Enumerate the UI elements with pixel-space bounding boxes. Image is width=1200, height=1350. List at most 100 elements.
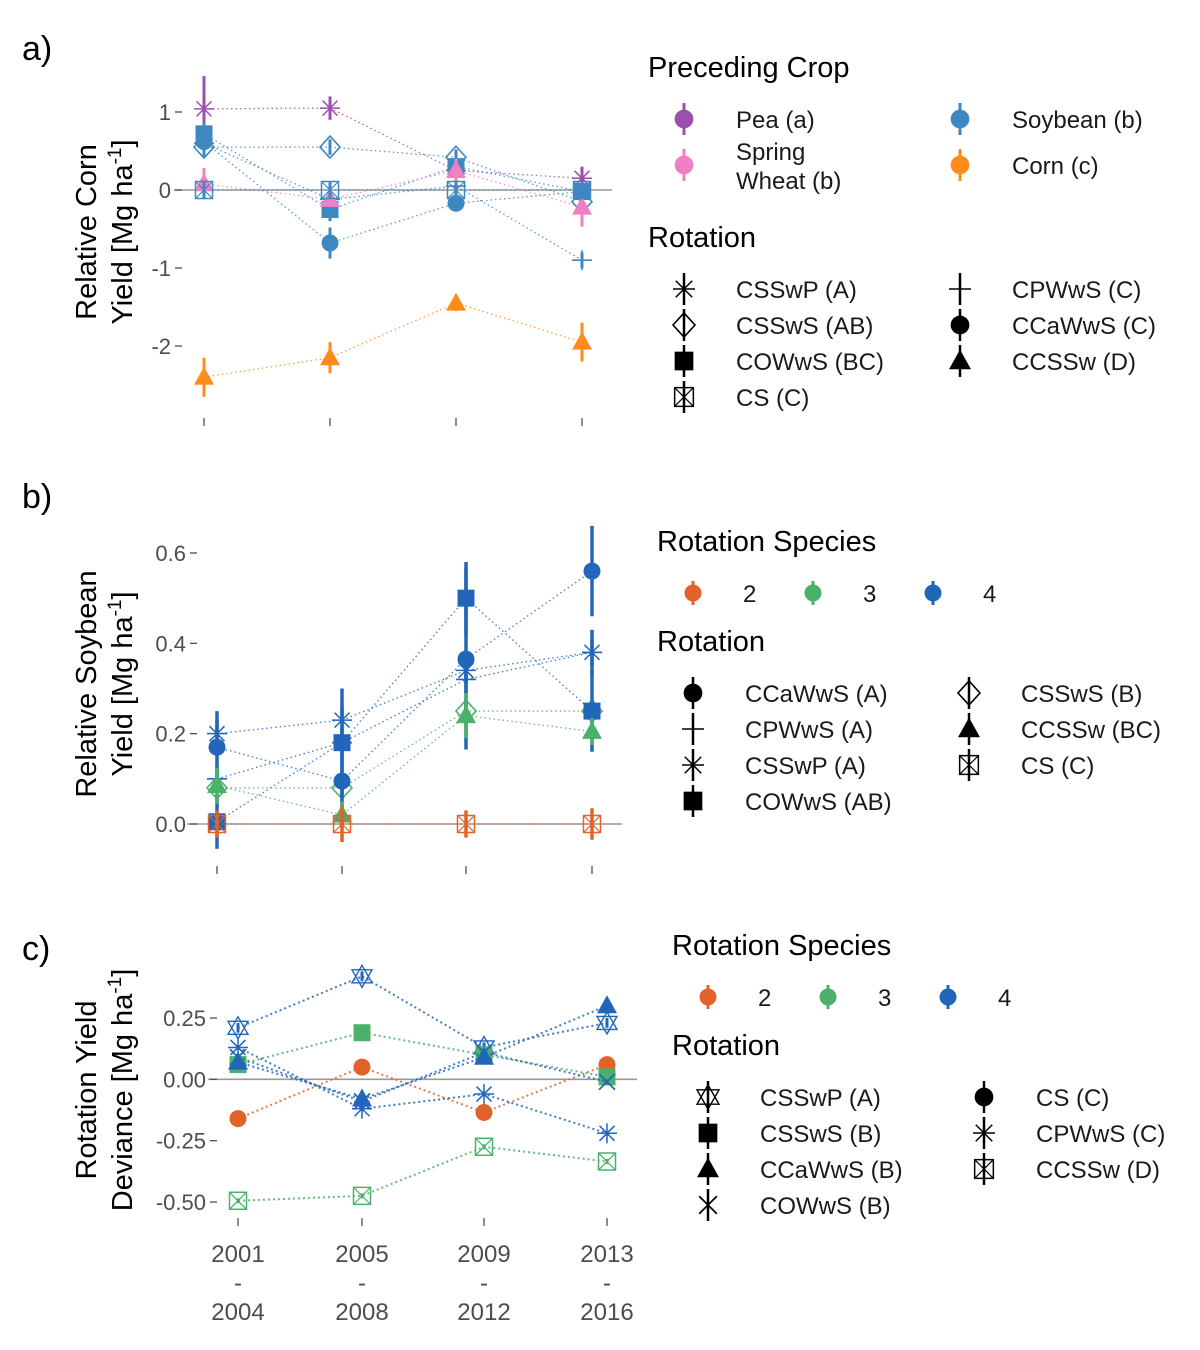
point-cs-box [456, 814, 476, 834]
legend-key-2-shape [699, 988, 717, 1006]
point-ccssw [352, 1186, 372, 1206]
panel-c: c) 0.25 0.00 -0.25 -0.50 Rotation Yield Devia… [22, 930, 1165, 1226]
point-ccawws-shape [474, 1046, 494, 1065]
legend-key [698, 1189, 718, 1221]
legend-0: Rotation Species 2 3 4 [657, 526, 996, 608]
point-ccssw [597, 1152, 617, 1171]
legend-label: Corn (c) [1012, 153, 1099, 180]
y-axis-label-line2: Deviance [Mg ha-1] [105, 969, 139, 1212]
point-cs [475, 1103, 493, 1121]
legend-symbol-shape [683, 683, 703, 703]
point-cowws [333, 734, 351, 752]
point-ccawws-shape [352, 1088, 372, 1107]
point-cs-d2 [333, 815, 351, 833]
legend-label: CCaWwS (A) [745, 681, 888, 708]
legend-symbol [671, 311, 697, 339]
point-cs [572, 180, 592, 200]
legend-key [974, 1081, 994, 1113]
y-tick-label: 0.25 [163, 1006, 206, 1031]
series-line-cssws [204, 146, 583, 203]
legend-symbol [674, 155, 694, 175]
point-ccssw-box [352, 1186, 372, 1206]
legend-key [950, 103, 970, 135]
y-axis-label-exponent: -1 [105, 977, 126, 994]
legend-1: Rotation CSSwP (A) CS (C) CSSwS (B) CPWwS (C… [672, 1030, 1165, 1221]
point-ccssw-shape [446, 160, 466, 178]
legend-key [695, 1081, 721, 1113]
legend-symbol [682, 718, 704, 740]
y-axis-label-unit: Yield [Mg ha [107, 616, 139, 777]
legend-symbol [698, 1123, 718, 1143]
legend-symbol-box [673, 386, 695, 408]
point-cowws-shape [333, 734, 351, 752]
legend-key [698, 1117, 718, 1149]
legend-key-4 [924, 584, 942, 602]
legend-symbol [973, 1158, 995, 1180]
legend-symbol-shape [674, 155, 694, 175]
series-line-ccssw [203, 302, 583, 378]
point-cs [456, 814, 476, 834]
point-ccssw [474, 1137, 494, 1157]
legend-symbol-d2 [974, 1159, 994, 1179]
series-line-cpwws [203, 142, 583, 261]
legend-label: 3 [863, 581, 876, 608]
y-axis-label: Relative Soybean Yield [Mg ha-1] [71, 570, 139, 797]
point-ccssw-d2 [598, 1152, 616, 1171]
legend-symbol-shape [958, 717, 980, 738]
legend-label: CS (C) [736, 385, 809, 412]
series-line-ccssw [203, 169, 583, 208]
legend-symbol [682, 754, 704, 776]
legend-label: CPWwS (C) [1036, 1121, 1165, 1148]
point-cssws-shape [318, 134, 342, 160]
legend-symbol-shape [974, 1087, 994, 1107]
panel-label-a: a) [22, 30, 52, 68]
y-axis-label: Rotation Yield Deviance [Mg ha-1] [71, 969, 139, 1212]
y-tick-label: 0.2 [155, 722, 186, 747]
legend-key-3-shape [819, 988, 837, 1006]
legend-symbol-d2 [674, 387, 694, 407]
point-ccawws-shape [597, 995, 617, 1014]
legend-label: CSSwP (A) [760, 1085, 881, 1112]
point-cs [229, 1110, 247, 1128]
legend-key [683, 677, 703, 709]
point-cssws [318, 134, 342, 160]
point-cpwws [582, 642, 602, 663]
legend-label: 4 [983, 581, 996, 608]
point-ccawws [208, 738, 226, 756]
point-ccawws [352, 1088, 372, 1107]
legend-key [973, 1117, 995, 1149]
legend-symbol [950, 109, 970, 129]
legend-symbol [974, 1087, 994, 1107]
point-cs-d2 [208, 815, 226, 833]
point-ccawws [457, 650, 475, 668]
point-cs-box [582, 814, 602, 834]
legend-key [671, 309, 697, 341]
legend-symbol [973, 1122, 995, 1144]
legend-key [973, 1153, 995, 1185]
point-csswp [194, 98, 214, 119]
legend-key-3 [804, 584, 822, 602]
y-axis-label-unit: Deviance [Mg ha [107, 993, 139, 1211]
point-cowws-d2 [598, 1073, 616, 1091]
point-ccssw [320, 347, 340, 366]
series-line-ccssw [237, 1145, 608, 1202]
y-axis-label-line1: Rotation Yield [71, 1001, 103, 1180]
legend-key [949, 345, 971, 377]
legend-key [682, 749, 704, 781]
series-line-cowws [203, 133, 583, 211]
legend-key [673, 273, 695, 305]
point-cpwws [597, 1123, 617, 1144]
legend-label: CPWwS (C) [1012, 277, 1141, 304]
point-cssws-shape [353, 1024, 371, 1042]
series-line-ccawws [203, 141, 583, 244]
point-ccawws [321, 234, 339, 252]
point-ccssw-box [474, 1137, 494, 1157]
point-cpwws [572, 250, 592, 271]
y-axis-label-line2: Yield [Mg ha-1] [105, 139, 139, 324]
legend-symbol-shape [950, 155, 970, 175]
x-tick-label: 2008 [335, 1299, 388, 1326]
point-csswp-up [226, 1015, 250, 1036]
point-cs-d2 [447, 181, 465, 199]
point-ccssw-shape [572, 331, 592, 350]
